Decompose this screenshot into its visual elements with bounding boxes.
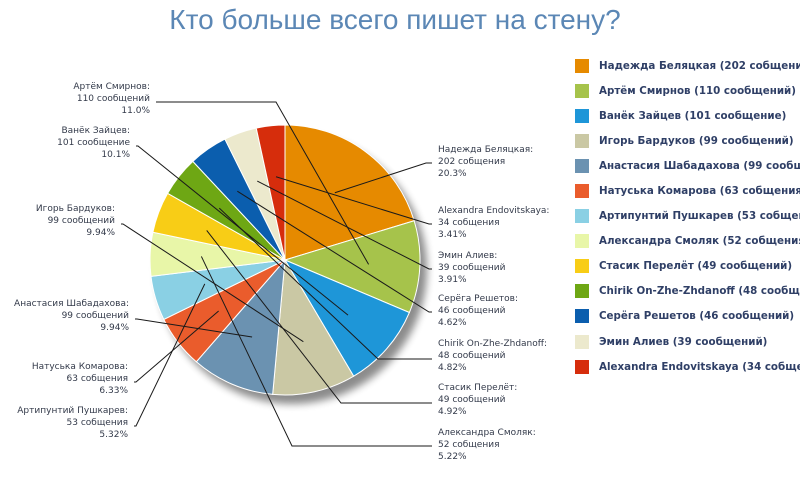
pie-slice (272, 258, 355, 396)
slice-label-percent: 9.94% (100, 323, 129, 333)
slice-label-name: Артипунтий Пушкарев: (17, 406, 128, 416)
slice-label-name: Натуська Комарова: (32, 362, 128, 372)
leader-line (275, 176, 432, 225)
slice-label-name: Александра Смоляк: (438, 428, 536, 438)
legend-swatch (575, 184, 589, 199)
legend-label: Ванёк Зайцев (101 сообщение) (599, 109, 787, 122)
slice-label-count: 101 сообщение (57, 138, 130, 148)
slice-label-count: 53 собщения (67, 418, 128, 428)
legend: Надежда Беляцкая (202 собщения) Артём Сми… (566, 53, 800, 379)
legend-label: Игорь Бардуков (99 сообщений) (599, 134, 794, 147)
slice-label-name: Анастасия Шабадахова: (14, 299, 129, 309)
legend-label: Александра Смоляк (52 собщения) (599, 235, 800, 248)
legend-label: Alexandra Endovitskaya (34 собщения) (599, 360, 800, 373)
slice-label-count: 63 собщения (67, 374, 128, 384)
leader-line (218, 207, 432, 360)
slice-label-count: 52 собщения (438, 440, 499, 450)
legend-swatch (575, 209, 589, 224)
leader-line (156, 101, 370, 265)
slice-label-percent: 10.1% (101, 150, 130, 160)
legend-label: Стасик Перелёт (49 сообщений) (599, 260, 793, 273)
legend-swatch (575, 158, 589, 173)
legend-item: Игорь Бардуков (99 сообщений) (566, 128, 800, 153)
legend-item: Анастасия Шабадахова (99 сообщений) (566, 153, 800, 178)
chart-title: Кто больше всего пишет на стену? (169, 4, 621, 35)
legend-swatch (575, 83, 589, 98)
slice-label-name: Alexandra Endovitskaya: (438, 206, 549, 216)
legend-item: Chirik On-Zhe-Zhdanoff (48 сообщений) (566, 279, 800, 304)
slice-label-name: Стасик Перелёт: (438, 383, 517, 393)
leader-line (200, 256, 432, 447)
leader-line (334, 162, 432, 194)
slice-label-name: Серёга Решетов: (438, 294, 518, 304)
legend-swatch (575, 234, 589, 249)
slice-label-name: Игорь Бардуков: (36, 204, 115, 214)
legend-item: Натуська Комарова (63 собщения) (566, 178, 800, 203)
slice-label-percent: 5.22% (438, 452, 467, 462)
leader-line (206, 230, 432, 404)
slice-label-name: Chirik On-Zhe-Zhdanoff: (438, 339, 547, 349)
legend-item: Артипунтий Пушкарев (53 собщения) (566, 204, 800, 229)
legend-label: Артипунтий Пушкарев (53 собщения) (599, 210, 800, 223)
slice-label-percent: 11.0% (121, 106, 150, 116)
legend-swatch (575, 309, 589, 324)
legend-swatch (575, 133, 589, 148)
leader-line (134, 310, 219, 383)
leader-line (136, 145, 349, 316)
pie-slice (195, 258, 286, 395)
slice-label-percent: 4.92% (438, 407, 467, 417)
legend-item: Александра Смоляк (52 собщения) (566, 229, 800, 254)
leader-line (134, 283, 206, 427)
slice-label-count: 46 сообщений (438, 306, 506, 316)
legend-item: Серёга Решетов (46 сообщений) (566, 304, 800, 329)
slice-label-percent: 6.33% (99, 386, 128, 396)
slice-label-count: 39 сообщений (438, 263, 506, 273)
legend-swatch (575, 334, 589, 349)
slice-label-count: 48 сообщений (438, 351, 506, 361)
slice-label-percent: 4.62% (438, 318, 467, 328)
legend-item: Стасик Перелёт (49 сообщений) (566, 254, 800, 279)
pie-slice (284, 124, 415, 261)
slice-label-count: 99 сообщений (48, 216, 116, 226)
pie-slice (255, 124, 286, 261)
legend-swatch (575, 284, 589, 299)
legend-swatch (575, 108, 589, 123)
leader-line (121, 223, 304, 343)
legend-item: Артём Смирнов (110 сообщений) (566, 78, 800, 103)
legend-swatch (575, 58, 589, 73)
legend-item: Надежда Беляцкая (202 собщения) (566, 53, 800, 78)
leader-line (257, 180, 432, 270)
leader-line (237, 190, 432, 313)
legend-item: Ванёк Зайцев (101 сообщение) (566, 103, 800, 128)
slice-label-count: 49 сообщений (438, 395, 506, 405)
slice-label-percent: 5.32% (99, 430, 128, 440)
leader-line (135, 318, 253, 338)
legend-item: Эмин Алиев (39 сообщений) (566, 329, 800, 354)
slice-label-percent: 3.91% (438, 275, 467, 285)
legend-label: Надежда Беляцкая (202 собщения) (599, 59, 800, 72)
slice-label-percent: 20.3% (438, 169, 467, 179)
legend-label: Артём Смирнов (110 сообщений) (599, 84, 796, 97)
slice-label-count: 202 собщения (438, 157, 505, 167)
legend-label: Эмин Алиев (39 сообщений) (599, 335, 768, 348)
slice-label-percent: 3.41% (438, 230, 467, 240)
slice-label-name: Надежда Беляцкая: (438, 145, 533, 155)
legend-item: Alexandra Endovitskaya (34 собщения) (566, 354, 800, 379)
legend-swatch (575, 259, 589, 274)
slice-label-count: 110 сообщений (77, 94, 150, 104)
slice-label-count: 99 сообщений (62, 311, 130, 321)
legend-label: Анастасия Шабадахова (99 сообщений) (599, 159, 800, 172)
slice-label-name: Ванёк Зайцев: (61, 126, 130, 136)
slice-label-count: 34 собщения (438, 218, 499, 228)
slice-label-percent: 9.94% (86, 228, 115, 238)
pie-slice (283, 220, 421, 314)
legend-label: Серёга Решетов (46 сообщений) (599, 310, 795, 323)
slice-label-name: Эмин Алиев: (438, 251, 497, 261)
legend-label: Натуська Комарова (63 собщения) (599, 185, 800, 198)
slice-label-name: Артём Смирнов: (73, 82, 150, 92)
slice-label-percent: 4.82% (438, 363, 467, 373)
legend-swatch (575, 359, 589, 374)
legend-label: Chirik On-Zhe-Zhdanoff (48 сообщений) (599, 285, 800, 298)
